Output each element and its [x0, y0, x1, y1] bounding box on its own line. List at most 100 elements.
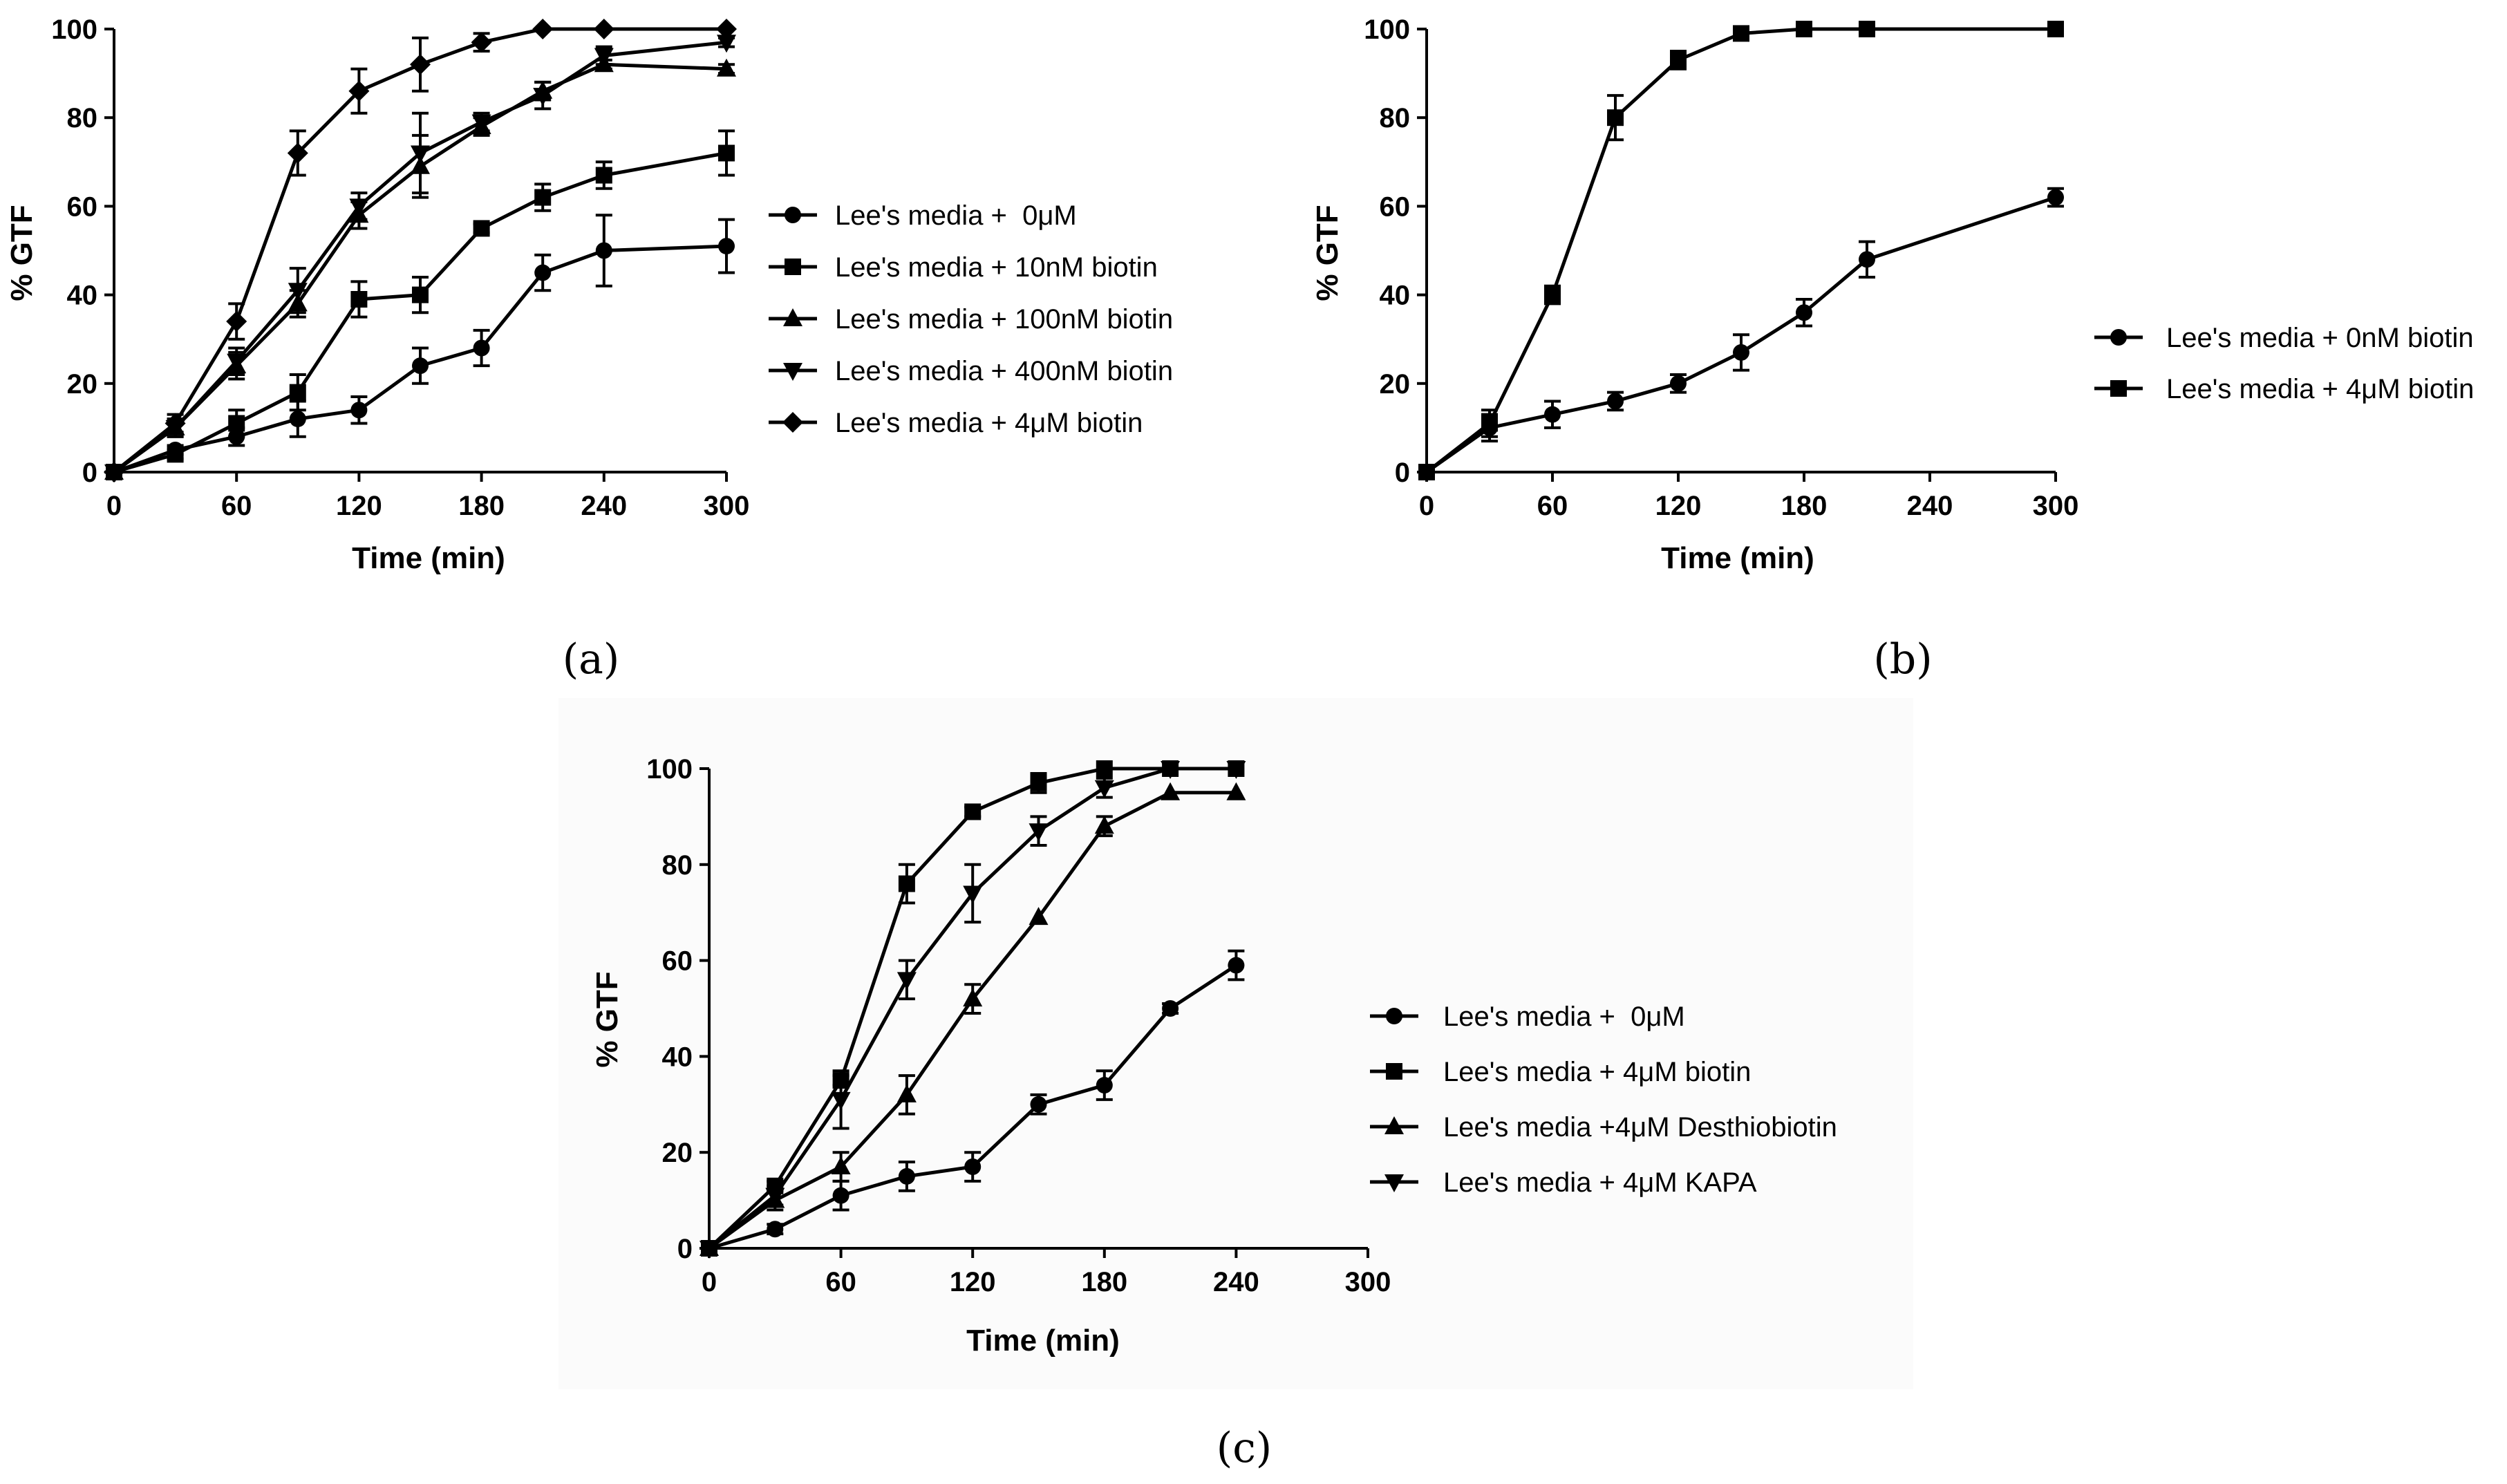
panel-c-legend-item: Lee's media + 0μM — [1370, 1002, 1685, 1032]
panel-b-data-point — [1796, 21, 1812, 37]
panel-a-legend-item: Lee's media + 0μM — [769, 200, 1077, 231]
panel-a-legend-marker — [785, 259, 801, 275]
panel-b-x-tick-label: 60 — [1537, 491, 1568, 521]
panel-a-data-point — [533, 88, 553, 106]
panel-b-data-point — [1733, 344, 1749, 361]
panel-b-legend-marker — [2110, 329, 2127, 346]
panel-c-data-point — [765, 1187, 785, 1206]
panel-c-data-point — [1162, 1000, 1179, 1017]
panel-a-legend-item: Lee's media + 4μM biotin — [769, 408, 1143, 438]
panel-a-y-tick-label: 80 — [67, 103, 98, 133]
panel-b-data-point — [1733, 25, 1749, 42]
panel-c-legend-label: Lee's media +4μM Desthiobiotin — [1443, 1112, 1837, 1143]
panel-c-y-axis-title: % GTF — [590, 971, 624, 1067]
panel-c-x-tick-label: 300 — [1345, 1267, 1391, 1297]
panel-a-x-axis-title: Time (min) — [352, 541, 505, 575]
panel-b-y-axis-title: % GTF — [1311, 205, 1344, 301]
panel-a-legend-label: Lee's media + 4μM biotin — [835, 408, 1143, 438]
panel-a-data-point — [593, 19, 614, 39]
panel-a-data-point — [227, 353, 247, 372]
panel-b-data-point — [1544, 286, 1561, 303]
panel-b-x-tick-label: 300 — [2033, 491, 2079, 521]
panel-b-x-tick-label: 0 — [1419, 491, 1434, 521]
panel-a-legend-label: Lee's media + 10nM biotin — [835, 252, 1158, 283]
panel-a-chart: 0 20 40 60 80 100 0 60 120 180 240 300 Time (min) %… — [5, 15, 1173, 684]
panel-a-data-point — [718, 144, 735, 162]
panel-b-y-tick-label: 80 — [1380, 103, 1411, 133]
panel-a-data-point — [473, 220, 490, 237]
panel-c-series-1 — [701, 949, 1245, 1257]
panel-c-data-point — [963, 988, 983, 1007]
panel-b-x-tick-label: 180 — [1781, 491, 1828, 521]
panel-c-data-point — [1096, 760, 1113, 777]
panel-b-data-point — [1418, 464, 1435, 480]
panel-a-data-point — [718, 238, 735, 255]
panel-c-x-tick-label: 240 — [1213, 1267, 1259, 1297]
panel-a-x-tick-label: 300 — [704, 491, 750, 521]
panel-b-data-point — [2047, 21, 2064, 37]
panel-c-x-tick-label: 60 — [825, 1267, 856, 1297]
panel-c-legend-label: Lee's media + 4μM KAPA — [1443, 1167, 1757, 1198]
panel-a-data-point — [349, 198, 369, 217]
panel-b-x-tick-label: 240 — [1907, 491, 1953, 521]
panel-a-legend-marker — [785, 207, 801, 223]
panel-a-x-tick-label: 240 — [581, 491, 627, 521]
panel-a-data-point — [412, 286, 429, 303]
panel-c-data-point — [963, 885, 983, 904]
panel-a-legend-marker — [783, 363, 802, 381]
panel-b-x-axis-title: Time (min) — [1661, 541, 1814, 575]
panel-c-legend-label: Lee's media + 0μM — [1443, 1002, 1685, 1032]
panel-a-data-point — [532, 19, 554, 39]
panel-c-data-point — [1030, 774, 1047, 791]
panel-a-data-point — [471, 114, 491, 133]
panel-b-series-line — [1425, 27, 2056, 473]
panel-b-data-point — [1607, 109, 1624, 126]
panel-a-legend-label: Lee's media + 0μM — [835, 200, 1077, 231]
panel-a-data-point — [348, 80, 370, 102]
panel-a-data-point — [412, 357, 429, 375]
panel-a-data-point — [410, 54, 431, 75]
panel-c-legend-item: Lee's media +4μM Desthiobiotin — [1370, 1112, 1837, 1143]
panel-a-data-point — [534, 189, 552, 206]
panel-c-data-point — [1161, 782, 1181, 800]
panel-b-data-point — [1859, 21, 1875, 37]
panel-c-data-point — [1030, 1096, 1047, 1113]
panel-a-data-point — [167, 446, 184, 463]
panel-a-series-line — [113, 27, 726, 473]
panel-b-plot: 0 20 40 60 80 100 0 60 120 180 240 300 — [1364, 15, 2078, 521]
panel-a-y-tick-label: 60 — [67, 191, 98, 222]
panel-b-data-point — [1670, 51, 1687, 68]
panel-a-label: (a) — [563, 635, 620, 684]
panel-a-series-4 — [104, 35, 736, 482]
panel-a-data-point — [165, 413, 186, 434]
panel-b-y-tick-label: 40 — [1380, 281, 1411, 311]
panel-c-plot: 0 20 40 60 80 100 0 60 120 180 240 300 — [646, 754, 1391, 1297]
panel-b-data-point — [1481, 415, 1498, 432]
panel-a-legend-item: Lee's media + 10nM biotin — [769, 252, 1158, 283]
panel-c-legend-item: Lee's media + 4μM biotin — [1370, 1057, 1751, 1087]
panel-c-legend-marker — [1384, 1174, 1404, 1192]
panel-c-y-tick-label: 60 — [662, 946, 693, 977]
panel-b-data-point — [1859, 251, 1875, 268]
panel-a-data-point — [288, 283, 308, 301]
panel-a-y-tick-label: 100 — [51, 15, 97, 45]
panel-c-data-point — [1094, 780, 1114, 798]
panel-c-data-point — [699, 1241, 719, 1259]
panel-b-y-tick-label: 100 — [1364, 15, 1410, 45]
panel-a-y-tick-label: 0 — [82, 458, 97, 488]
panel-a-plot: 0 20 40 60 80 100 0 60 120 180 240 300 — [51, 15, 749, 521]
panel-a-data-point — [716, 19, 737, 39]
panel-c-y-tick-label: 80 — [662, 850, 693, 881]
panel-a-x-tick-label: 0 — [106, 491, 122, 521]
panel-a-series-line — [113, 244, 727, 474]
panel-c-data-point — [898, 875, 915, 892]
panel-a-series-5 — [104, 19, 737, 482]
panel-c-x-tick-label: 180 — [1081, 1267, 1127, 1297]
panel-a-x-tick-label: 60 — [221, 491, 252, 521]
panel-a-data-point — [595, 167, 612, 184]
panel-a-legend-item: Lee's media + 100nM biotin — [769, 304, 1173, 335]
panel-a-data-point — [717, 35, 736, 53]
panel-b-data-point — [1544, 406, 1561, 423]
panel-c-label: (c) — [1217, 1424, 1272, 1472]
